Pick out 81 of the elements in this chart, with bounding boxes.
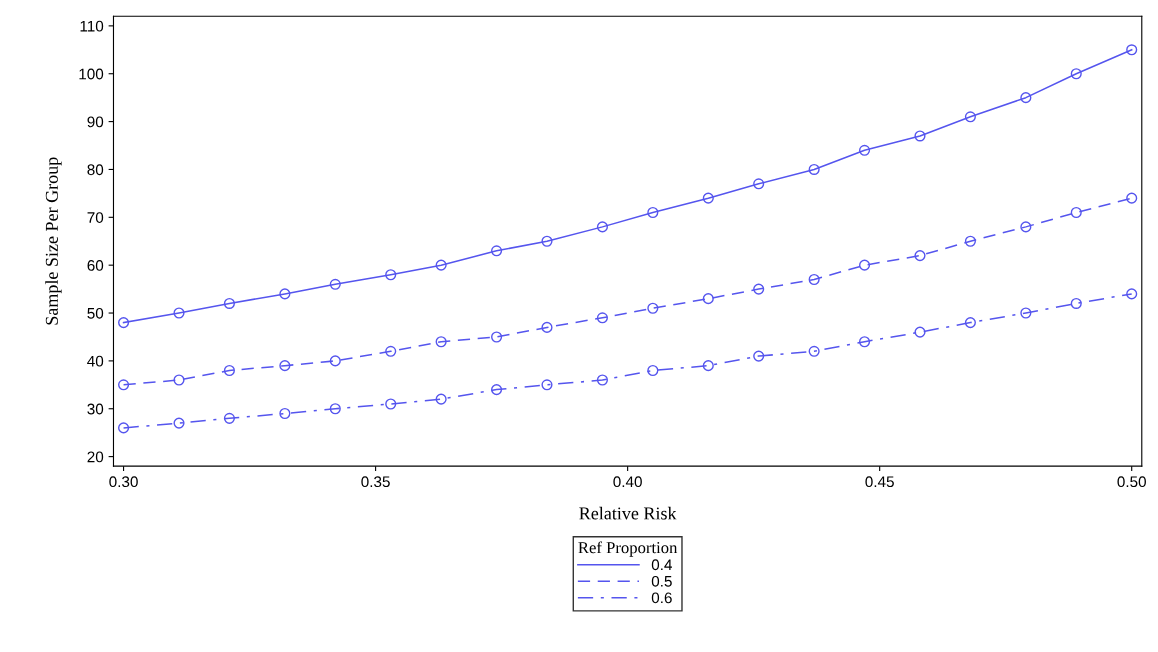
x-tick-label: 0.45 bbox=[865, 476, 894, 488]
legend-title: Ref Proportion bbox=[578, 541, 678, 557]
point bbox=[1070, 68, 1082, 80]
point bbox=[1020, 307, 1032, 319]
point bbox=[753, 283, 765, 295]
point bbox=[1070, 297, 1082, 310]
point bbox=[541, 379, 553, 391]
y-tick-label: 40 bbox=[87, 355, 104, 367]
point bbox=[385, 398, 397, 410]
point bbox=[964, 111, 976, 123]
point bbox=[1126, 288, 1138, 300]
point bbox=[329, 355, 341, 367]
point bbox=[435, 393, 447, 405]
point bbox=[118, 422, 130, 434]
x-tick-label: 0.35 bbox=[361, 476, 390, 488]
y-tick-label: 70 bbox=[87, 212, 104, 223]
point bbox=[279, 288, 291, 300]
point bbox=[914, 250, 926, 262]
point bbox=[702, 192, 714, 204]
point bbox=[858, 144, 871, 156]
point bbox=[279, 407, 291, 420]
point bbox=[808, 273, 820, 286]
x-axis-title: Relative Risk bbox=[579, 506, 677, 520]
point bbox=[808, 163, 820, 176]
point bbox=[173, 417, 185, 429]
point bbox=[964, 235, 976, 247]
point bbox=[329, 278, 341, 290]
point bbox=[385, 269, 397, 281]
point bbox=[858, 336, 871, 348]
y-tick-label: 100 bbox=[79, 68, 104, 80]
point bbox=[1020, 221, 1032, 233]
legend-label: 0.6 bbox=[651, 592, 672, 604]
y-tick-label: 90 bbox=[87, 116, 104, 128]
x-tick-label: 0.30 bbox=[109, 476, 138, 488]
point bbox=[753, 178, 765, 190]
y-tick-label: 30 bbox=[87, 403, 104, 415]
y-tick-label: 50 bbox=[87, 307, 104, 319]
point bbox=[858, 259, 871, 271]
point bbox=[1126, 44, 1138, 56]
point bbox=[223, 297, 235, 310]
point bbox=[596, 312, 608, 324]
legend-label: 0.5 bbox=[651, 575, 672, 587]
y-tick-label: 20 bbox=[87, 451, 104, 463]
point bbox=[1126, 192, 1138, 204]
point bbox=[385, 345, 397, 357]
point bbox=[173, 307, 185, 319]
y-tick-label: 110 bbox=[80, 20, 104, 32]
point bbox=[702, 360, 714, 372]
point bbox=[491, 331, 503, 343]
point bbox=[223, 364, 235, 377]
y-tick-label: 60 bbox=[87, 260, 104, 271]
point bbox=[647, 206, 659, 219]
point bbox=[914, 326, 926, 338]
point bbox=[435, 336, 447, 348]
point bbox=[914, 130, 926, 142]
legend-label: 0.4 bbox=[651, 559, 672, 571]
point bbox=[808, 345, 820, 357]
x-tick-label: 0.40 bbox=[613, 476, 642, 488]
point bbox=[541, 321, 553, 333]
point bbox=[435, 259, 447, 271]
point bbox=[1070, 206, 1082, 219]
point bbox=[279, 360, 291, 372]
point bbox=[173, 374, 185, 386]
y-tick-label: 80 bbox=[87, 164, 104, 176]
point bbox=[329, 403, 341, 415]
point bbox=[1020, 92, 1032, 104]
point bbox=[702, 293, 714, 305]
point bbox=[647, 364, 659, 377]
point bbox=[596, 374, 608, 386]
x-tick-label: 0.50 bbox=[1117, 476, 1146, 488]
point bbox=[596, 221, 608, 233]
point bbox=[964, 317, 976, 329]
point bbox=[753, 350, 765, 362]
point bbox=[118, 379, 130, 391]
point bbox=[223, 412, 235, 424]
point bbox=[647, 302, 659, 314]
point bbox=[491, 384, 503, 396]
point bbox=[541, 235, 553, 247]
y-axis-title: Sample Size Per Group bbox=[45, 157, 62, 325]
point bbox=[118, 317, 130, 329]
point bbox=[491, 245, 503, 257]
